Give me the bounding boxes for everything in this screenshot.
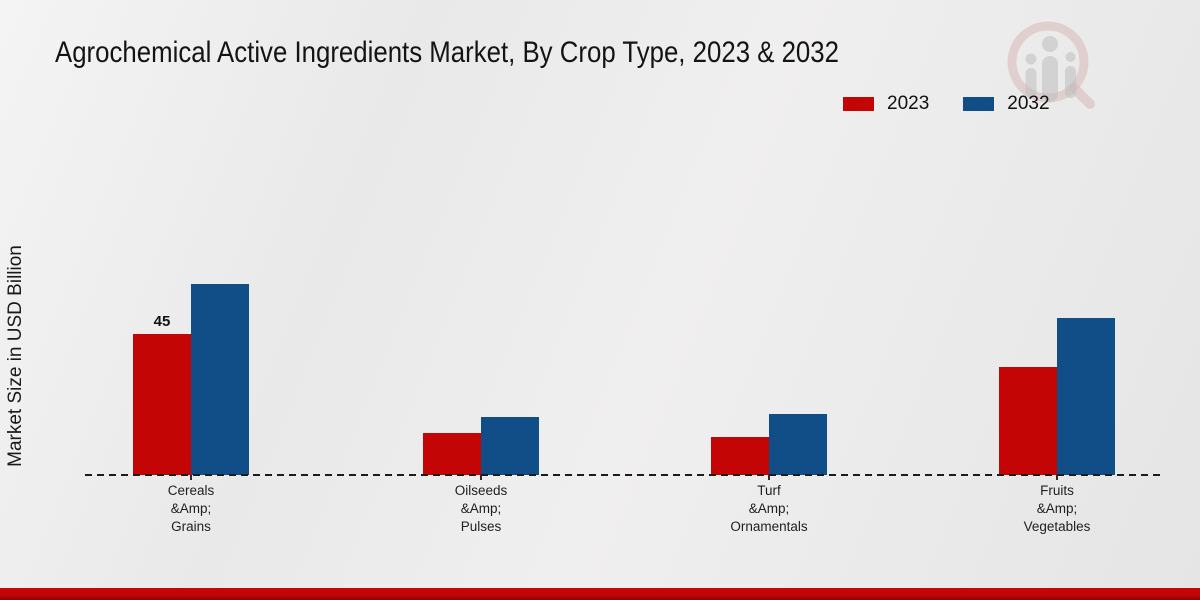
bar-2023-1 xyxy=(423,432,481,475)
bar-2032-2 xyxy=(769,413,827,475)
legend: 2023 2032 xyxy=(843,93,1050,115)
bar-2023-3 xyxy=(999,366,1057,475)
bar-2023-0 xyxy=(133,333,191,475)
bar-2023-2 xyxy=(711,437,769,475)
x-axis-baseline xyxy=(85,474,1165,476)
x-axis-tick xyxy=(1056,475,1058,480)
category-label-1: Oilseeds &Amp; Pulses xyxy=(454,483,508,534)
category-label-2: Turf &Amp; Ornamentals xyxy=(730,483,808,534)
legend-swatch-2032 xyxy=(963,97,995,111)
bar-value-label: 45 xyxy=(153,312,171,330)
legend-label: 2032 xyxy=(1007,93,1050,114)
chart-title: Agrochemical Active Ingredients Market, … xyxy=(55,36,839,69)
watermark-logo xyxy=(1007,21,1095,109)
legend-item-2023: 2023 xyxy=(843,93,929,115)
category-label-3: Fruits &Amp; Vegetables xyxy=(1023,483,1091,534)
y-axis-label: Market Size in USD Billion xyxy=(5,245,26,467)
bar-2032-3 xyxy=(1057,318,1115,475)
footer-bar xyxy=(0,588,1200,600)
category-label-0: Cereals &Amp; Grains xyxy=(167,483,215,534)
x-axis-tick xyxy=(190,475,192,480)
x-axis-tick xyxy=(480,475,482,480)
bar-2032-1 xyxy=(481,416,539,475)
legend-swatch-2023 xyxy=(843,97,874,111)
x-axis-tick xyxy=(768,475,770,480)
bar-2032-0 xyxy=(191,283,249,475)
legend-label: 2023 xyxy=(887,93,930,114)
legend-item-2032: 2032 xyxy=(963,93,1050,115)
